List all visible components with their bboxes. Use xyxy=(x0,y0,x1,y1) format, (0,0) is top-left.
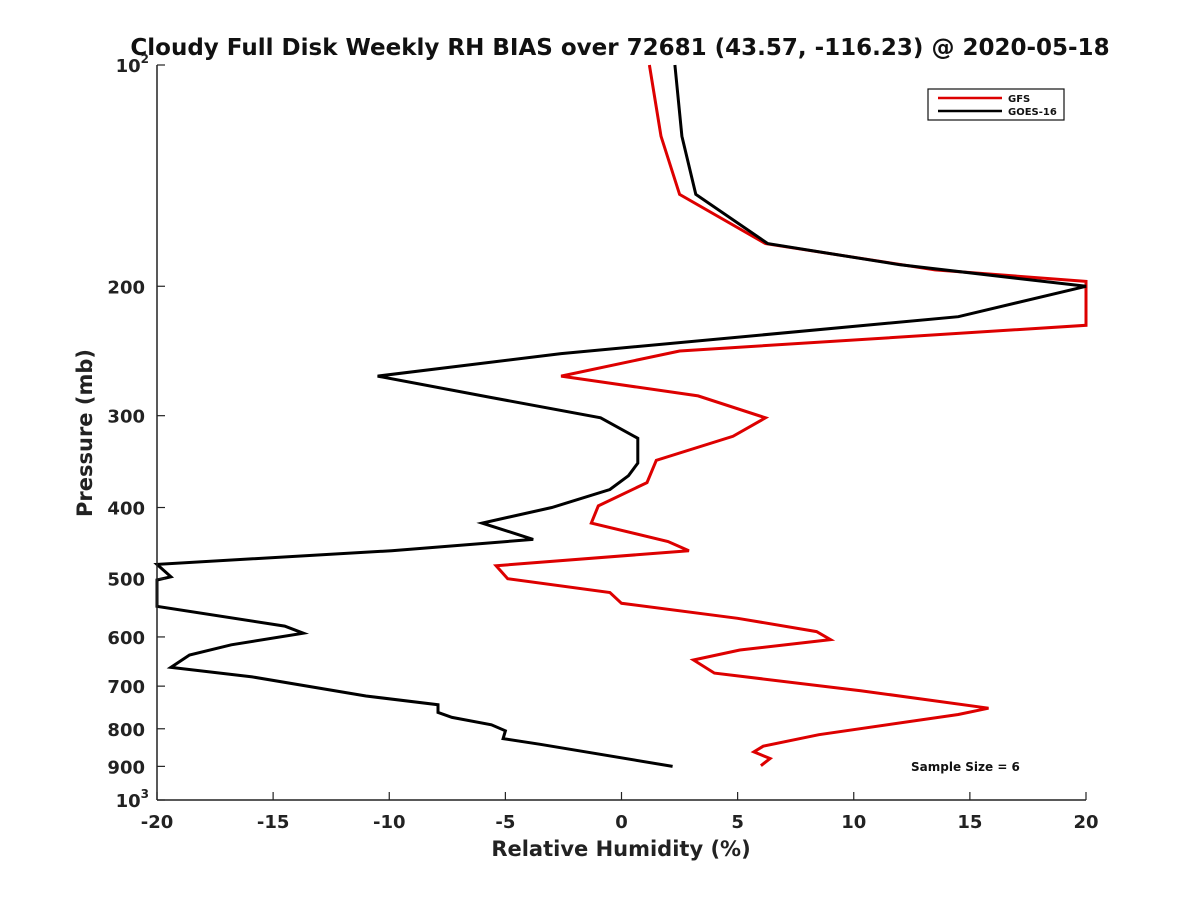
plot-background xyxy=(157,65,1086,800)
x-tick-label: 0 xyxy=(615,812,628,833)
legend-label-goes-16: GOES-16 xyxy=(1008,107,1057,118)
legend-label-gfs: GFS xyxy=(1008,94,1030,105)
sample-size-annotation: Sample Size = 6 xyxy=(911,760,1020,774)
x-axis-label: Relative Humidity (%) xyxy=(491,837,750,861)
chart-title: Cloudy Full Disk Weekly RH BIAS over 726… xyxy=(130,35,1109,61)
y-tick-label: 600 xyxy=(107,628,145,649)
y-tick-label: 900 xyxy=(107,757,145,778)
y-tick-label: 500 xyxy=(107,570,145,591)
y-tick-label: 700 xyxy=(107,677,145,698)
legend[interactable]: GFS GOES-16 xyxy=(927,88,1065,121)
series-line-goes-16 xyxy=(153,64,1087,768)
x-tick-label: -15 xyxy=(257,812,290,833)
x-tick-label: -20 xyxy=(141,812,174,833)
x-tick-label: 5 xyxy=(731,812,744,833)
legend-box xyxy=(927,88,1065,121)
y-axis-label: Pressure (mb) xyxy=(73,349,97,517)
x-tick-label: 10 xyxy=(841,812,866,833)
y-tick-label: 200 xyxy=(107,277,145,298)
x-tick-label: 20 xyxy=(1073,812,1098,833)
x-ticks: -20 -15 -10 -5 0 5 10 15 20 xyxy=(141,792,1099,833)
series-layer xyxy=(153,64,1088,768)
x-tick-label: -10 xyxy=(373,812,406,833)
y-tick-label: 400 xyxy=(107,499,145,520)
y-tick-label: 300 xyxy=(107,407,145,428)
y-tick-label: 103 xyxy=(116,787,149,812)
y-tick-label: 102 xyxy=(116,52,149,77)
y-ticks: 102 200 300 400 500 600 700 800 900 103 xyxy=(107,52,165,812)
x-tick-label: 15 xyxy=(957,812,982,833)
y-tick-label: 800 xyxy=(107,720,145,741)
x-tick-label: -5 xyxy=(495,812,515,833)
series-line-gfs xyxy=(492,64,1088,767)
plot-area xyxy=(157,65,1086,800)
